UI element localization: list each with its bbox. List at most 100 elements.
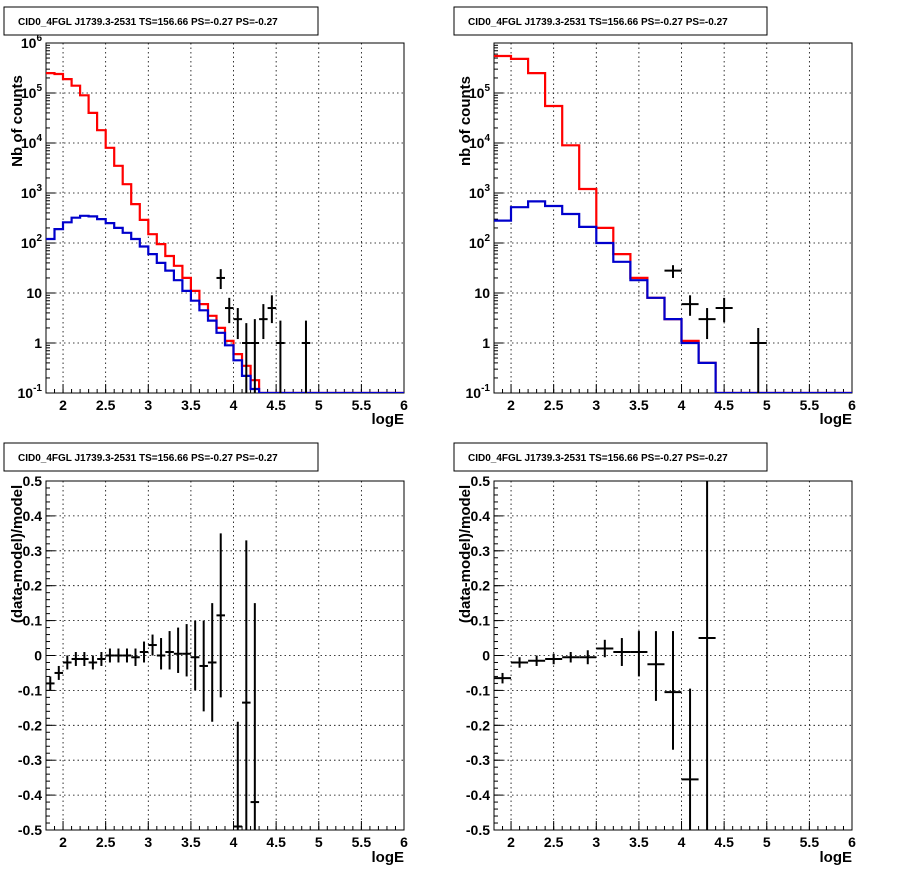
y-tick-label: -0.5	[18, 822, 42, 838]
y-tick-label: -0.1	[18, 682, 42, 698]
x-tick-label: 2	[59, 834, 67, 850]
x-tick-label: 3	[592, 397, 600, 413]
data-point	[630, 631, 648, 677]
data-point	[259, 304, 268, 340]
data-point	[562, 652, 580, 663]
y-tick-label: 106	[21, 33, 43, 51]
data-point	[545, 653, 563, 665]
x-tick-label: 2	[507, 834, 515, 850]
y-tick-label: 102	[469, 233, 491, 251]
y-tick-label: 103	[469, 183, 491, 201]
y-tick-label: 105	[21, 83, 43, 101]
plot-area	[46, 533, 260, 830]
series-model-source-line	[494, 200, 852, 393]
title-box	[3, 6, 319, 36]
data-point	[139, 641, 149, 663]
data-point	[105, 648, 115, 663]
y-tick-label: -0.5	[466, 822, 490, 838]
x-tick-label: 3	[592, 834, 600, 850]
y-tick-label: 0.2	[23, 578, 43, 594]
y-axis-label: nb of counts	[457, 76, 474, 166]
y-tick-label: -0.3	[18, 752, 42, 768]
plot-frame	[493, 42, 853, 394]
data-point	[715, 297, 733, 323]
chart-panel-3: 2 2.5 3 3.5 4 4.5 5 5.5 6 -0.5 -0.4 -0.3 -0.2 -0.1 0 0.…	[3, 442, 408, 866]
x-tick-label: 6	[848, 834, 856, 850]
data-point	[242, 540, 251, 830]
x-tick-label: 5.5	[352, 397, 372, 413]
data-point	[131, 648, 140, 666]
x-tick-label: 3.5	[181, 397, 201, 413]
title-box	[3, 442, 319, 472]
y-tick-label: 104	[469, 133, 491, 151]
chart-panel-2: 2 2.5 3 3.5 4 4.5 5 5.5 6 10-1 1 10 102 103 104 105 CID0…	[453, 6, 856, 428]
data-point	[579, 650, 597, 665]
x-tick-label: 5	[315, 397, 323, 413]
x-tick-label: 2	[59, 397, 67, 413]
x-tick-label: 2	[507, 397, 515, 413]
data-point	[749, 327, 767, 393]
y-tick-label: 0.5	[23, 473, 43, 489]
y-tick-label: 102	[21, 233, 43, 251]
data-point	[88, 655, 98, 670]
x-tick-label: 4	[230, 397, 238, 413]
data-point	[681, 295, 699, 316]
x-tick-label: 4	[678, 834, 686, 850]
plot-frame	[45, 480, 405, 831]
data-point	[173, 627, 183, 673]
data-point	[250, 603, 260, 830]
x-tick-label: 4.5	[266, 834, 286, 850]
y-tick-label: 0.3	[471, 543, 491, 559]
data-point	[276, 320, 285, 393]
y-tick-label: 10-1	[466, 383, 491, 401]
chart-panel-4: 2 2.5 3 3.5 4 4.5 5 5.5 6 -0.5 -0.4 -0.3 -0.2 -0.1 0 0.…	[453, 442, 856, 866]
y-tick-label: 0.3	[23, 543, 43, 559]
x-axis-label: logE	[372, 849, 405, 866]
y-tick-label: 0.1	[471, 613, 491, 629]
y-tick-label: -0.4	[18, 787, 42, 803]
data-point	[233, 308, 243, 340]
series-model-total-line	[46, 72, 404, 393]
data-point	[681, 688, 699, 830]
y-tick-label: 105	[469, 83, 491, 101]
data-point	[54, 665, 64, 680]
x-axis-label: logE	[820, 411, 853, 428]
x-tick-label: 2.5	[544, 834, 564, 850]
data-point	[225, 297, 234, 324]
y-tick-label: 10	[474, 285, 490, 301]
x-tick-label: 5.5	[800, 834, 820, 850]
y-tick-label: -0.2	[18, 717, 42, 733]
data-point	[148, 634, 157, 656]
x-tick-label: 5	[763, 834, 771, 850]
y-tick-label: 0.4	[471, 508, 491, 524]
title-box	[453, 6, 768, 36]
x-tick-label: 2.5	[544, 397, 564, 413]
y-tick-label: 0.1	[23, 613, 43, 629]
y-tick-label: 0.5	[471, 473, 491, 489]
y-tick-label: 1	[34, 335, 42, 351]
chart-title: CID0_4FGL J1739.3-2531 TS=156.66 PS=-0.2…	[18, 17, 278, 28]
data-point	[267, 295, 277, 324]
data-point	[301, 320, 311, 393]
y-tick-label: -0.2	[466, 717, 490, 733]
chart-title: CID0_4FGL J1739.3-2531 TS=156.66 PS=-0.2…	[18, 453, 278, 464]
data-point	[242, 323, 251, 393]
data-point	[613, 638, 631, 666]
data-point	[63, 655, 72, 670]
y-tick-label: 1	[482, 335, 490, 351]
y-axis-label: (data-model)/model	[9, 485, 26, 623]
y-tick-label: -0.1	[466, 682, 490, 698]
data-point	[190, 620, 200, 691]
x-tick-label: 3	[144, 834, 152, 850]
y-tick-label: 0	[482, 648, 490, 664]
data-point	[664, 265, 682, 278]
data-point	[216, 269, 225, 290]
y-tick-label: 104	[21, 133, 43, 151]
y-tick-label: -0.3	[466, 752, 490, 768]
plot-area	[494, 481, 716, 830]
data-point	[664, 631, 682, 750]
y-tick-label: -0.4	[466, 787, 490, 803]
data-point	[199, 620, 208, 712]
data-point	[46, 676, 55, 691]
